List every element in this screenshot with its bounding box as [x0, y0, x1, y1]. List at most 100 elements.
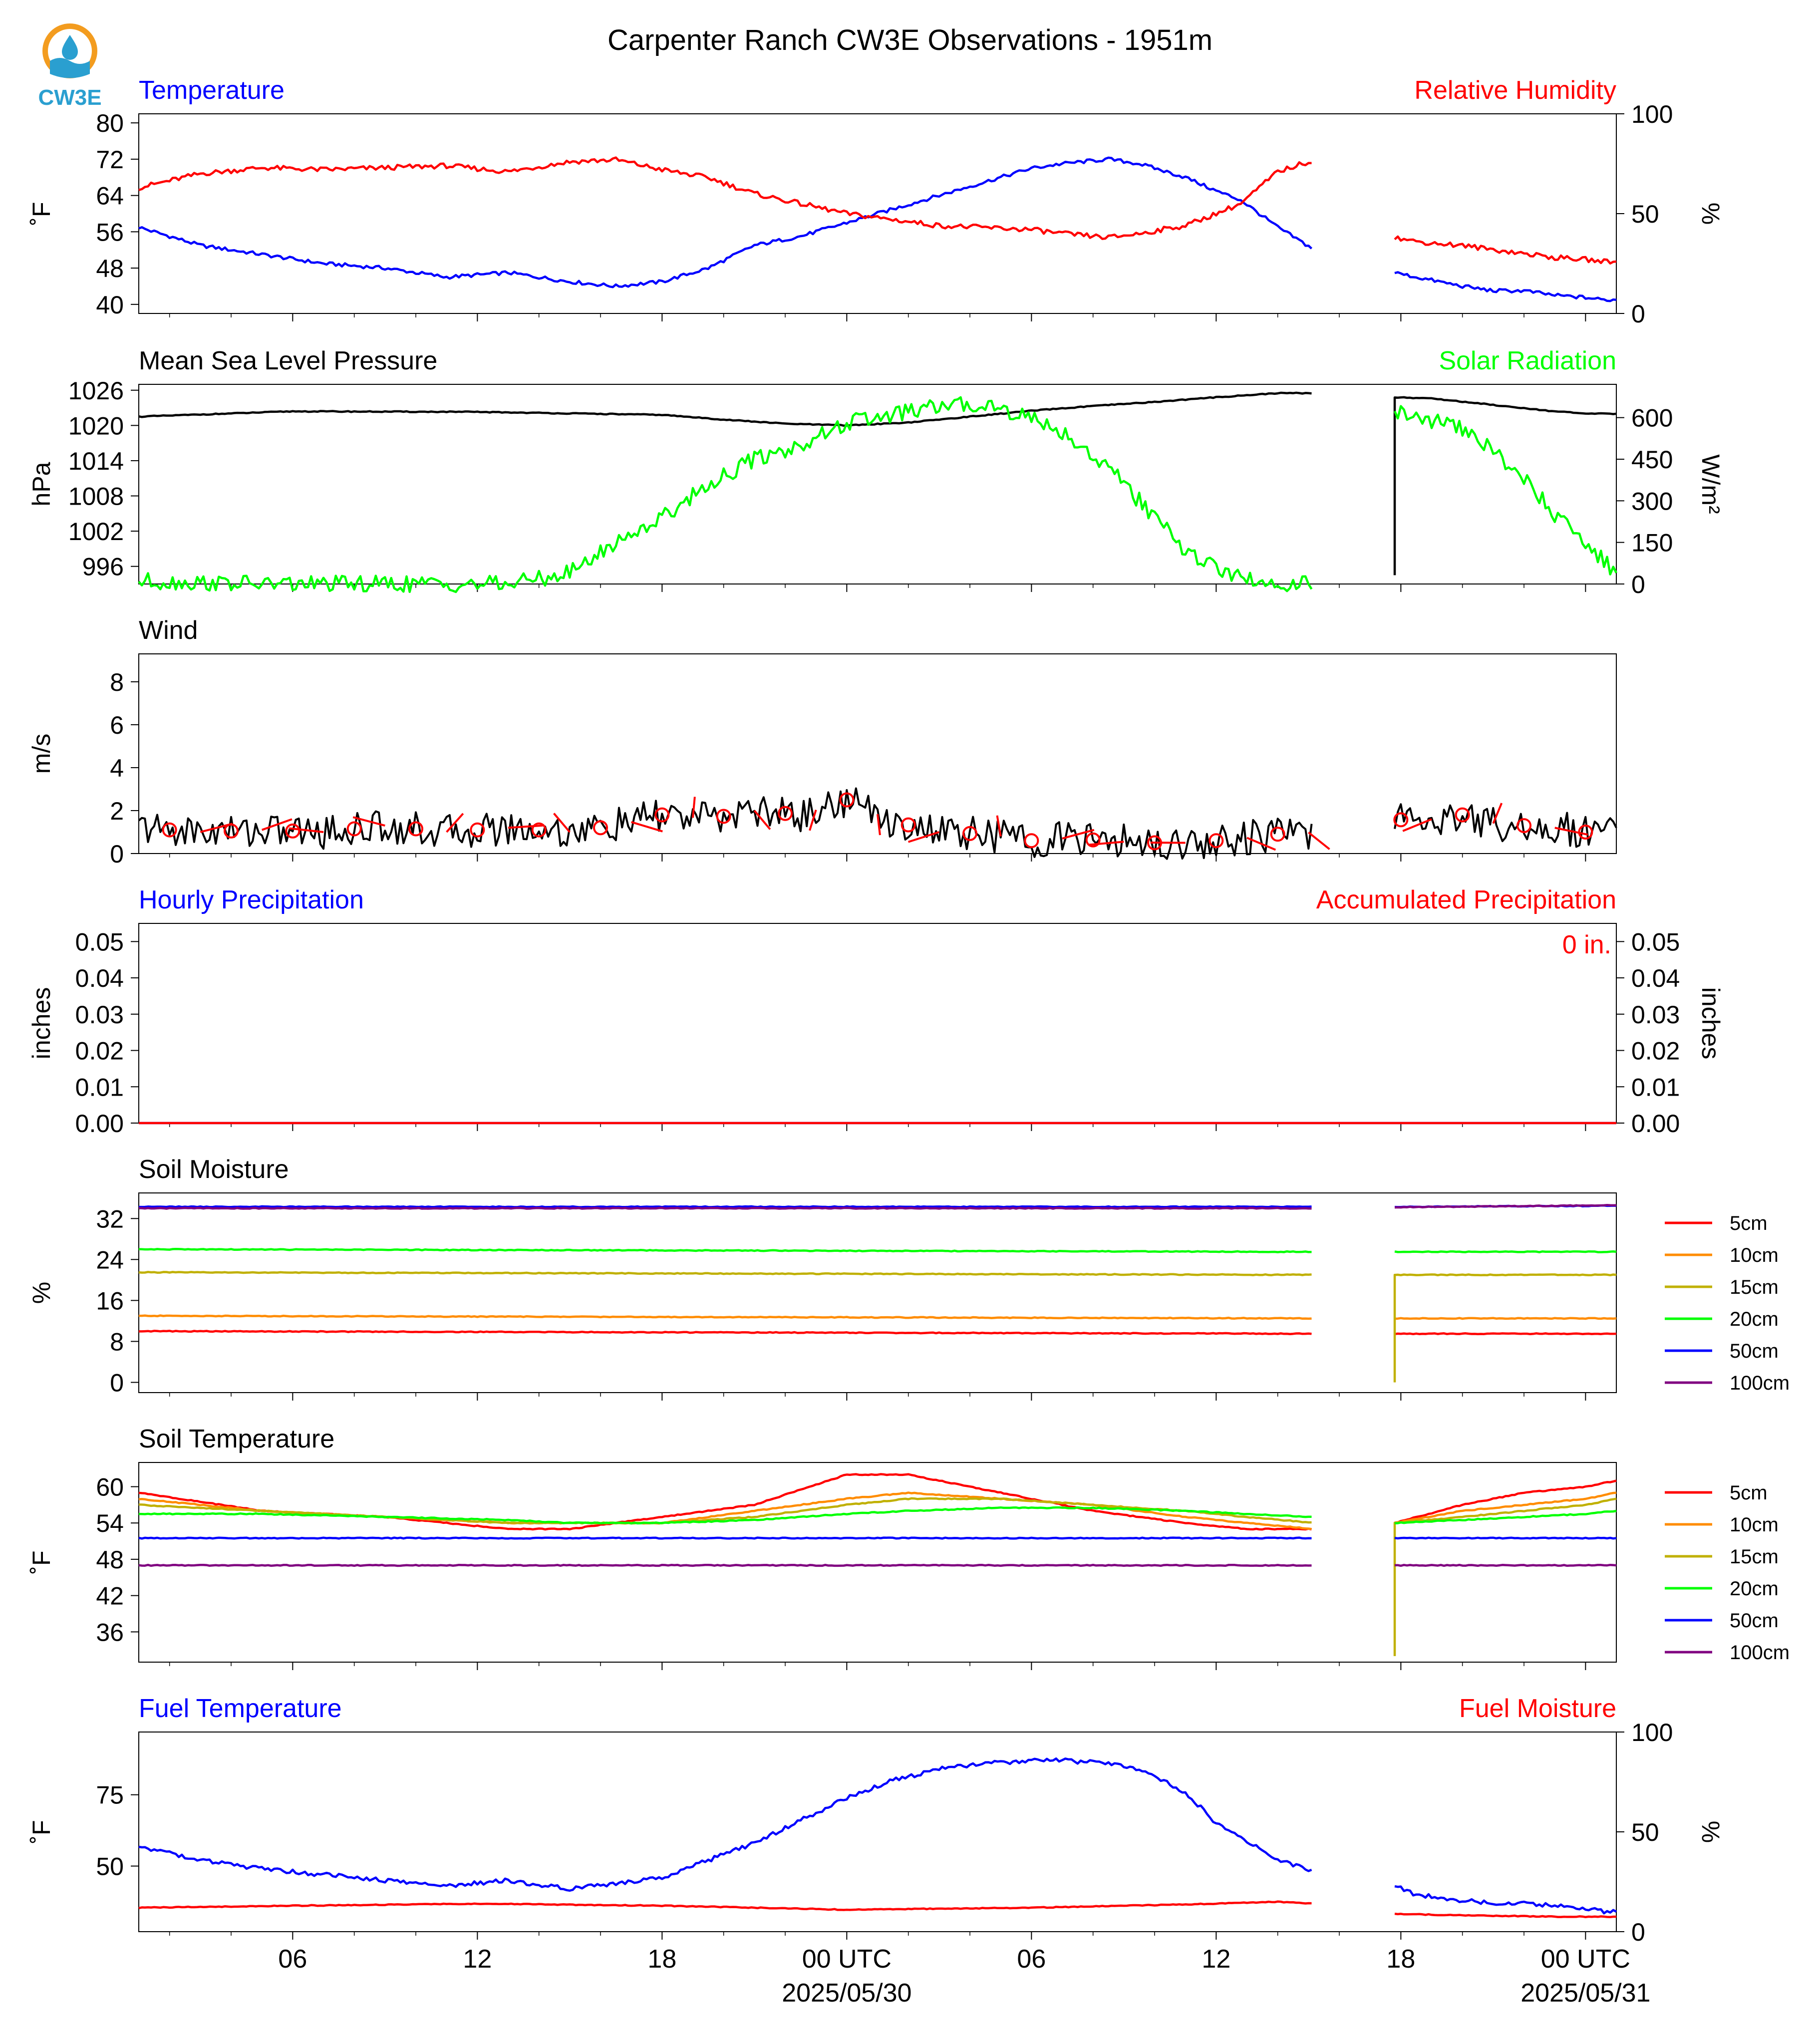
y-tick-label-left: 60	[96, 1473, 124, 1501]
wind-barb-calm	[962, 826, 977, 841]
y-tick-label-right: 0	[1631, 571, 1645, 598]
series-line-relative-humidity	[138, 156, 1617, 265]
panel-title-left: Temperature	[139, 76, 285, 105]
x-tick-label: 00 UTC	[802, 1945, 892, 1974]
panel-3: Hourly Precipitation Accumulated Precipit…	[27, 885, 1725, 1138]
y-tick-label-right: 600	[1631, 404, 1673, 432]
wind-barb	[508, 824, 543, 829]
wind-barb-calm	[531, 822, 547, 838]
legend-label: 5cm	[1730, 1482, 1768, 1504]
cw3e-logo-icon: CW3E	[38, 23, 102, 110]
wind-barb-calm	[1024, 833, 1039, 849]
y-tick-label-left: 80	[96, 109, 124, 137]
wind-barb	[1308, 832, 1330, 850]
y-tick-label-left: 54	[96, 1509, 124, 1537]
y-tick-label-right: 450	[1631, 446, 1673, 474]
series-line-20cm	[138, 1247, 1617, 1253]
legend-label: 50cm	[1730, 1610, 1779, 1632]
y-axis-label-right: inches	[1697, 987, 1725, 1060]
wind-barb-calm	[839, 792, 855, 808]
y-tick-label-left: 36	[96, 1618, 124, 1646]
wind-barb-calm	[901, 817, 916, 833]
wind-barb-calm	[654, 807, 670, 823]
wind-barb	[1062, 829, 1095, 840]
panel-title-right: Solar Radiation	[1439, 346, 1616, 375]
y-tick-label-left: 4	[110, 754, 124, 782]
wind-barb	[289, 827, 324, 833]
series-line-15cm	[138, 1497, 1617, 1656]
panel-4: Soil Moisture 0 8 16 24 32% 5cm 10cm 15cm 20cm 50c…	[27, 1155, 1790, 1401]
wind-barb-calm	[1270, 827, 1285, 842]
legend-label: 10cm	[1730, 1244, 1779, 1266]
wind-barb-calm	[1455, 807, 1470, 823]
y-axis-label-left: m/s	[27, 734, 55, 774]
series-line-fuel-temperature	[138, 1757, 1617, 1915]
wind-barb-calm	[778, 806, 793, 821]
wind-barb	[908, 831, 939, 843]
panel-title-left: Fuel Temperature	[139, 1694, 342, 1723]
plot-frame	[138, 1732, 1617, 1932]
series-line-5cm	[139, 1330, 1617, 1336]
wind-barb	[261, 818, 293, 831]
cw3e-logo: CW3E	[20, 15, 120, 110]
series-line-mean-sea-level-pressure	[138, 391, 1617, 576]
legend-label: 50cm	[1730, 1340, 1779, 1362]
y-tick-label-left: 16	[96, 1287, 124, 1315]
panel-title-left: Mean Sea Level Pressure	[139, 346, 437, 375]
y-tick-label-left: 32	[96, 1205, 124, 1233]
logo-text: CW3E	[38, 85, 101, 110]
wind-barb-calm	[408, 821, 423, 837]
panel-1: Mean Sea Level Pressure Solar Radiation 99…	[27, 346, 1725, 598]
series-line-temperature	[138, 156, 1617, 302]
y-axis-label-left: hPa	[27, 462, 55, 506]
series-line-50cm	[138, 1536, 1617, 1540]
y-tick-label-left: 0.01	[75, 1073, 124, 1101]
y-tick-label-left: 75	[96, 1781, 124, 1809]
x-date-label: 2025/05/31	[1520, 1979, 1650, 2008]
y-tick-label-left: 1026	[68, 377, 124, 405]
series-line-100cm	[139, 1204, 1617, 1210]
wind-barb-calm	[593, 820, 608, 836]
series-line-15cm	[138, 1271, 1617, 1383]
y-tick-label-left: 24	[96, 1246, 124, 1274]
y-tick-label-left: 72	[96, 146, 124, 174]
wind-barb	[446, 813, 464, 833]
y-tick-label-left: 1014	[68, 447, 124, 475]
wind-barb	[1402, 818, 1432, 832]
wind-barb	[631, 821, 663, 833]
wind-barb-calm	[1209, 833, 1224, 849]
y-tick-label-left: 64	[96, 182, 124, 210]
series-line-10cm	[139, 1314, 1617, 1320]
plot-frame	[138, 113, 1617, 314]
y-tick-label-left: 0.03	[75, 1001, 124, 1029]
panel-title-left: Soil Temperature	[139, 1425, 334, 1453]
wind-barb	[352, 816, 385, 827]
wind-barb	[1492, 803, 1503, 824]
wind-barb-calm	[470, 822, 485, 838]
legend-label: 5cm	[1730, 1212, 1768, 1234]
y-tick-label-right: 0.00	[1631, 1110, 1680, 1138]
series-line-solar-radiation	[138, 396, 1618, 593]
y-axis-label-left: ˚F	[27, 1550, 55, 1574]
y-tick-label-left: 0.02	[75, 1037, 124, 1065]
panel-title-left: Hourly Precipitation	[139, 885, 364, 914]
y-tick-label-right: 0.05	[1631, 928, 1680, 956]
panels: Temperature Relative Humidity404856647280…	[27, 76, 1790, 1946]
panel-title-left: Soil Moisture	[139, 1155, 289, 1184]
plot-frame	[138, 1192, 1617, 1393]
panel-0: Temperature Relative Humidity 40 48 56 64 72 80…	[27, 76, 1725, 328]
x-tick-label: 06	[278, 1945, 307, 1974]
y-tick-label-left: 1008	[68, 483, 124, 511]
y-tick-label-left: 42	[96, 1582, 124, 1610]
y-axis-label-right: %	[1697, 1821, 1725, 1843]
wind-barb-calm	[346, 821, 362, 837]
x-tick-label: 06	[1017, 1945, 1046, 1974]
y-tick-label-left: 1020	[68, 412, 124, 440]
wind-barb	[996, 815, 1002, 837]
wind-barb-calm	[1578, 824, 1593, 840]
legend-label: 100cm	[1730, 1642, 1790, 1664]
y-tick-label-left: 56	[96, 218, 124, 246]
legend-label: 20cm	[1730, 1578, 1779, 1600]
panel-title-right: Fuel Moisture	[1459, 1694, 1616, 1723]
